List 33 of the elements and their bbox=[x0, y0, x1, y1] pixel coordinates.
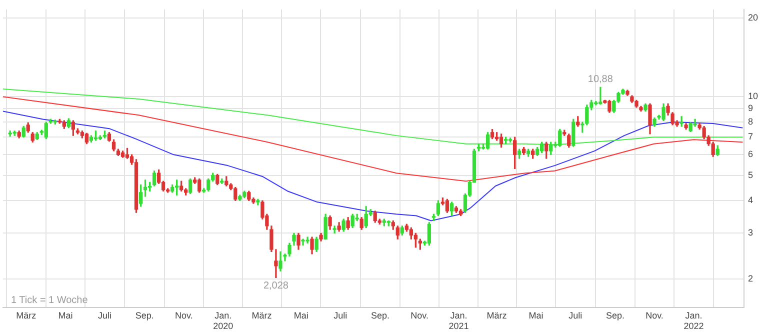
x-tick-label: März bbox=[16, 310, 37, 320]
x-tick-label: Mai bbox=[58, 310, 73, 320]
x-tick-label: Juli bbox=[334, 310, 348, 320]
x-tick-label: Nov. bbox=[410, 310, 428, 320]
y-tick-label: 10 bbox=[748, 91, 758, 102]
x-tick-label: Sep. bbox=[606, 310, 624, 320]
x-tick-label: Mai bbox=[294, 310, 308, 320]
y-tick-label: 4 bbox=[748, 195, 754, 206]
y-tick-label: 8 bbox=[748, 116, 754, 127]
y-tick-label: 2 bbox=[748, 274, 754, 284]
x-tick-label: Nov. bbox=[174, 310, 193, 320]
annotation: 2,028 bbox=[263, 280, 289, 292]
x-tick-label: März bbox=[486, 310, 508, 320]
y-tick-label: 9 bbox=[748, 103, 754, 114]
x-tick-label: Juli bbox=[568, 310, 582, 320]
annotation: 10,88 bbox=[588, 74, 614, 85]
x-tick-label: Juli bbox=[98, 310, 112, 320]
y-tick-label: 6 bbox=[748, 149, 754, 160]
x-tick-label: Jan. 2021 bbox=[448, 310, 469, 332]
y-tick-label: 7 bbox=[748, 132, 754, 142]
x-tick-label: Nov. bbox=[646, 310, 664, 320]
candlestick bbox=[680, 116, 684, 127]
annotation: 1 Tick = 1 Woche bbox=[11, 295, 88, 306]
x-tick-label: Sep. bbox=[135, 310, 154, 320]
x-tick-label: Mai bbox=[528, 310, 544, 320]
candlestick bbox=[332, 226, 336, 234]
x-tick-label: Jan. 2022 bbox=[684, 310, 704, 332]
x-tick-label: Jan. 2020 bbox=[213, 310, 234, 332]
y-tick-label: 20 bbox=[748, 12, 758, 23]
x-tick-label: März bbox=[252, 310, 272, 320]
y-tick-label: 5 bbox=[748, 170, 754, 180]
y-tick-label: 3 bbox=[748, 228, 754, 238]
x-tick-label: Sep. bbox=[370, 310, 390, 320]
